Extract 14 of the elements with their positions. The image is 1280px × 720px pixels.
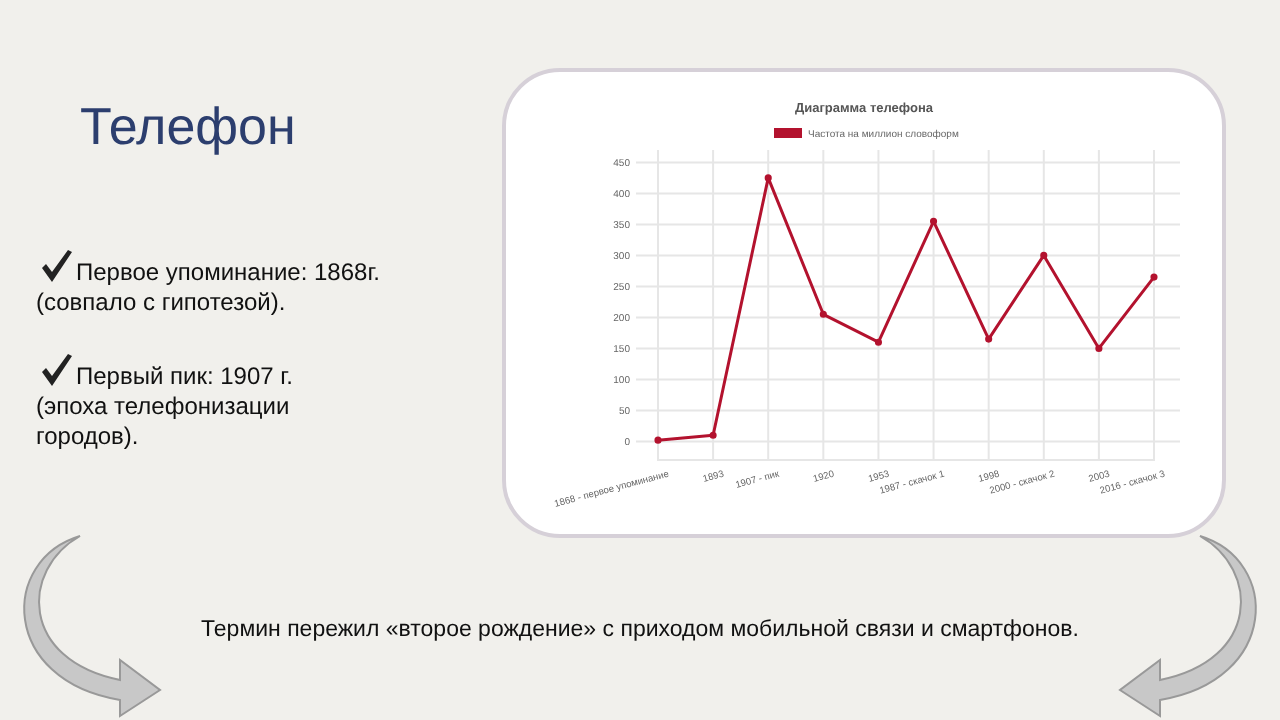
point [1040,251,1048,259]
point [985,335,993,343]
point [709,431,717,439]
text: Первое упоминание: 1868г. (совпало с гипотезой). [36,258,380,316]
point [764,174,772,182]
text: Телефон [80,96,296,156]
text: Первый пик: 1907 г. (эпоха телефонизации городов). [36,362,293,450]
point [819,310,827,318]
text: Термин пережил «второе рождение» с приходом мобильной связи и смартфонов. [201,618,1079,642]
point [874,338,883,346]
point [1150,273,1158,281]
point [1095,344,1103,352]
point [929,217,938,225]
point [654,436,662,444]
